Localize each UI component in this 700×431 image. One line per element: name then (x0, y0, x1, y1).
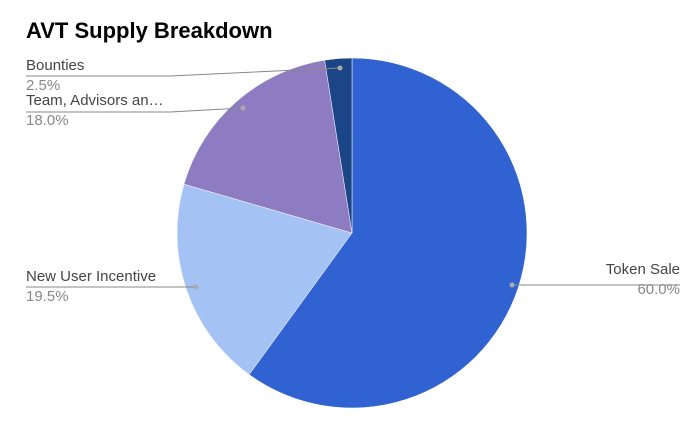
leader-dot (240, 105, 246, 111)
leader-line (26, 107, 244, 113)
slice-value: 19.5% (26, 288, 69, 305)
slice-label: Token Sale (606, 261, 680, 278)
slice-value: 2.5% (26, 77, 60, 94)
leader-dot (193, 284, 199, 290)
leader-dot (509, 282, 515, 288)
slice (324, 57, 353, 234)
slice (176, 183, 353, 375)
slice (183, 59, 353, 234)
slice-label: Team, Advisors an… (26, 92, 164, 109)
chart-title: AVT Supply Breakdown (26, 18, 273, 43)
slice-label: New User Incentive (26, 268, 156, 285)
slice-value: 18.0% (26, 112, 69, 129)
pie (176, 57, 528, 409)
slice (248, 57, 528, 409)
slice-value: 60.0% (637, 281, 680, 298)
leader-dot (337, 65, 343, 71)
labels: Token Sale 60.0% New User Incentive 19.5% Te… (26, 57, 680, 305)
slice-label: Bounties (26, 57, 84, 74)
leader-line (26, 67, 341, 77)
